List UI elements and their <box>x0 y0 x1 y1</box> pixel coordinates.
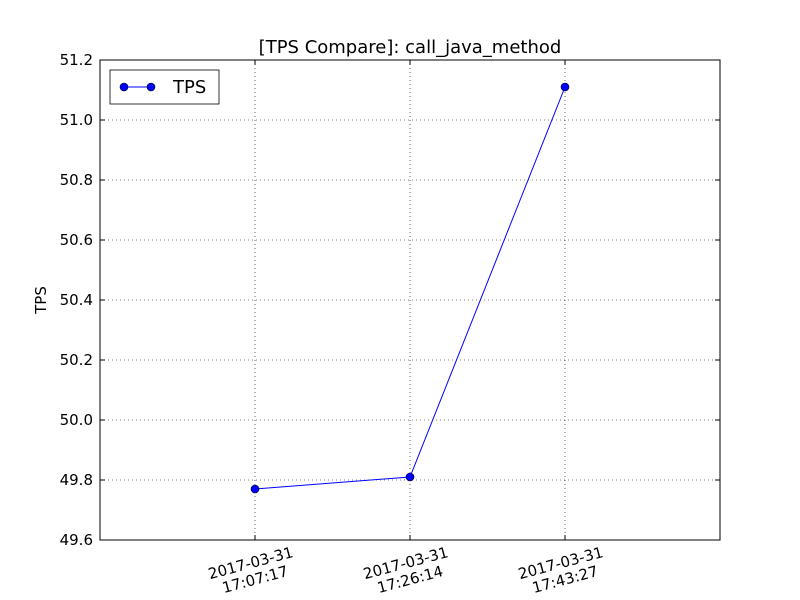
ticks: 49.649.850.050.250.450.650.851.051.22017… <box>60 51 720 597</box>
y-axis-label: TPS <box>32 286 50 315</box>
y-tick-label: 50.0 <box>60 411 93 429</box>
y-tick-label: 51.2 <box>60 51 93 69</box>
data-point <box>560 82 570 92</box>
legend-marker-left <box>119 82 129 92</box>
grid <box>100 60 720 540</box>
legend: TPS <box>109 69 220 105</box>
chart-title: [TPS Compare]: call_java_method <box>259 37 562 58</box>
y-tick-label: 49.6 <box>60 531 93 549</box>
legend-marker-right <box>146 82 156 92</box>
y-tick-label: 49.8 <box>60 471 93 489</box>
y-tick-label: 51.0 <box>60 111 93 129</box>
y-tick-label: 50.8 <box>60 171 93 189</box>
y-tick-label: 50.4 <box>60 291 93 309</box>
y-tick-label: 50.6 <box>60 231 93 249</box>
data-point <box>250 484 260 494</box>
series-layer <box>250 82 570 494</box>
legend-label: TPS <box>172 77 206 98</box>
y-tick-label: 50.2 <box>60 351 93 369</box>
data-point <box>405 472 415 482</box>
